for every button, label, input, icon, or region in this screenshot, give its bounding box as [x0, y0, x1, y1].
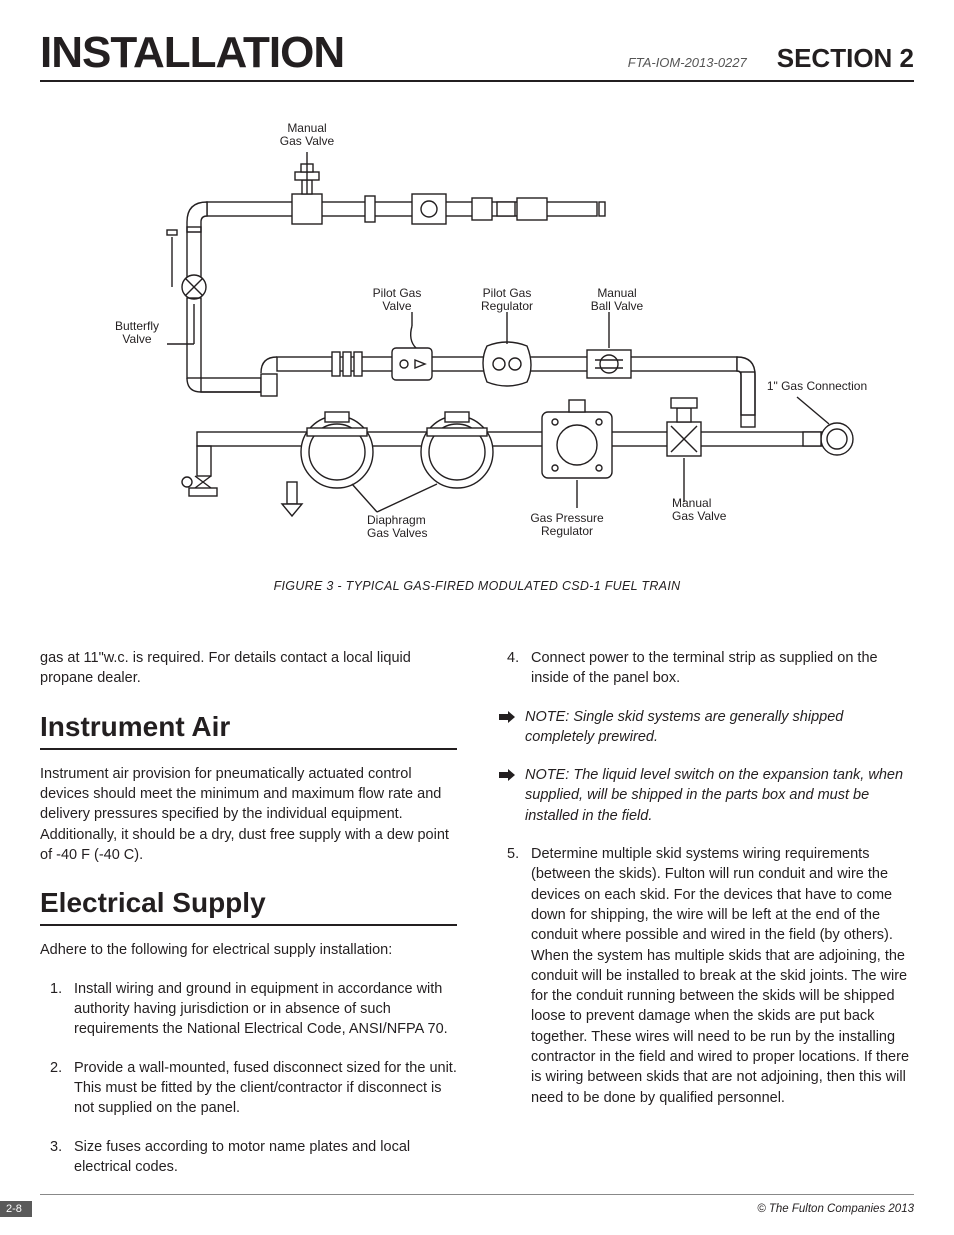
electrical-list-1to3: Install wiring and ground in equipment i…	[40, 979, 457, 1177]
note-2: NOTE: The liquid level switch on the exp…	[497, 765, 914, 826]
instrument-air-body: Instrument air provision for pneumatical…	[40, 764, 457, 865]
page-title: Installation	[40, 28, 344, 78]
header-right: FTA-IOM-2013-0227 Section 2	[628, 43, 914, 74]
arrow-icon	[499, 768, 515, 782]
heading-instrument-air: Instrument Air	[40, 707, 457, 750]
page-header: Installation FTA-IOM-2013-0227 Section 2	[40, 28, 914, 82]
section-label: Section 2	[777, 43, 914, 74]
label-manual-gas-valve-top: ManualGas Valve	[280, 121, 335, 148]
intro-fragment: gas at 11"w.c. is required. For details …	[40, 648, 457, 689]
list-item: Connect power to the terminal strip as s…	[497, 648, 914, 689]
label-pilot-gas-regulator: Pilot GasRegulator	[481, 286, 533, 313]
label-gas-pressure-regulator: Gas PressureRegulator	[530, 511, 604, 538]
list-item: Determine multiple skid systems wiring r…	[497, 844, 914, 1108]
electrical-list-5: Determine multiple skid systems wiring r…	[497, 844, 914, 1108]
right-column: Connect power to the terminal strip as s…	[497, 648, 914, 1195]
fuel-train-diagram: ManualGas Valve ButterflyValve Pilot Gas…	[77, 112, 877, 562]
label-diaphragm-valves: DiaphragmGas Valves	[367, 513, 427, 540]
label-gas-connection: 1" Gas Connection	[767, 379, 867, 393]
figure-3: ManualGas Valve ButterflyValve Pilot Gas…	[40, 112, 914, 593]
body-columns: gas at 11"w.c. is required. For details …	[40, 648, 914, 1195]
page-footer: 2-8 © The Fulton Companies 2013	[40, 1194, 914, 1217]
note-1: NOTE: Single skid systems are generally …	[497, 707, 914, 748]
figure-caption: FIGURE 3 - TYPICAL GAS-FIRED MODULATED C…	[40, 579, 914, 593]
page-number: 2-8	[0, 1201, 32, 1217]
list-item: Size fuses according to motor name plate…	[40, 1137, 457, 1178]
left-column: gas at 11"w.c. is required. For details …	[40, 648, 457, 1195]
list-item: Provide a wall-mounted, fused disconnect…	[40, 1058, 457, 1119]
label-manual-ball-valve: ManualBall Valve	[591, 286, 644, 313]
copyright: © The Fulton Companies 2013	[757, 1203, 914, 1215]
note-text: NOTE: The liquid level switch on the exp…	[525, 765, 914, 826]
label-butterfly-valve: ButterflyValve	[115, 319, 159, 346]
label-pilot-gas-valve: Pilot GasValve	[373, 286, 422, 313]
electrical-list-4: Connect power to the terminal strip as s…	[497, 648, 914, 689]
heading-electrical-supply: Electrical Supply	[40, 883, 457, 926]
label-manual-gas-valve-bottom: ManualGas Valve	[672, 496, 727, 523]
document-id: FTA-IOM-2013-0227	[628, 55, 747, 70]
list-item: Install wiring and ground in equipment i…	[40, 979, 457, 1040]
note-text: NOTE: Single skid systems are generally …	[525, 707, 914, 748]
electrical-intro: Adhere to the following for electrical s…	[40, 940, 457, 960]
arrow-icon	[499, 710, 515, 724]
